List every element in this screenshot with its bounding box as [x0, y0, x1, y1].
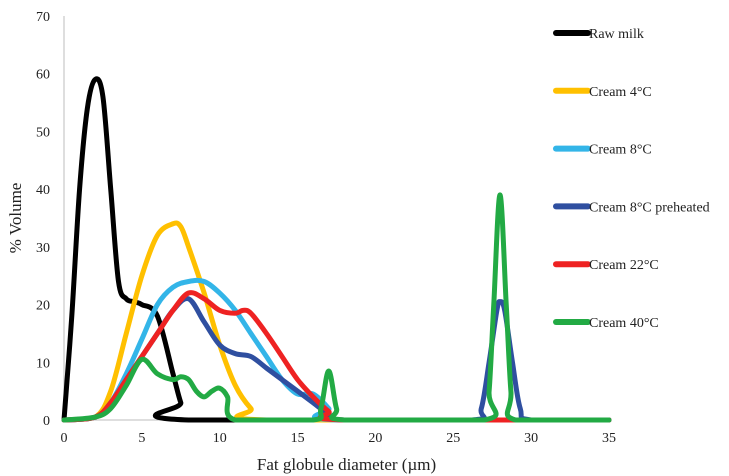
x-tick-label: 0	[61, 431, 68, 446]
legend-label: Cream 8°C preheated	[589, 200, 710, 215]
x-tick-label: 25	[446, 431, 460, 446]
y-tick-label: 40	[36, 183, 50, 198]
y-tick-label: 70	[36, 10, 50, 25]
series-line-1	[61, 220, 612, 423]
series-line-5	[61, 192, 612, 423]
legend-label: Cream 8°C	[589, 143, 652, 158]
x-axis-ticks: 0 5 10 15 20 25 30 35	[61, 431, 617, 446]
x-tick-label: 20	[368, 431, 382, 446]
x-axis-title: Fat globule diameter (µm)	[257, 455, 436, 474]
x-tick-label: 10	[213, 431, 227, 446]
y-tick-label: 50	[36, 125, 50, 140]
y-tick-label: 30	[36, 241, 50, 256]
legend-label: Cream 4°C	[589, 85, 652, 100]
series-line-0	[61, 76, 612, 423]
y-tick-label: 60	[36, 68, 50, 83]
x-tick-label: 35	[602, 431, 616, 446]
y-axis-title: % Volume	[6, 183, 25, 254]
y-tick-label: 10	[36, 356, 50, 371]
legend-label: Cream 40°C	[589, 316, 659, 331]
legend: Raw milk Cream 4°C Cream 8°C Cream 8°C preh…	[553, 27, 710, 331]
legend-label: Cream 22°C	[589, 258, 659, 273]
y-tick-label: 20	[36, 299, 50, 314]
x-tick-label: 30	[524, 431, 538, 446]
series-lines	[61, 76, 612, 423]
y-axis-ticks: 0 10 20 30 40 50 60 70	[36, 10, 50, 429]
y-tick-label: 0	[43, 414, 50, 429]
legend-label: Raw milk	[589, 27, 644, 42]
x-tick-label: 15	[291, 431, 305, 446]
x-tick-label: 5	[138, 431, 145, 446]
